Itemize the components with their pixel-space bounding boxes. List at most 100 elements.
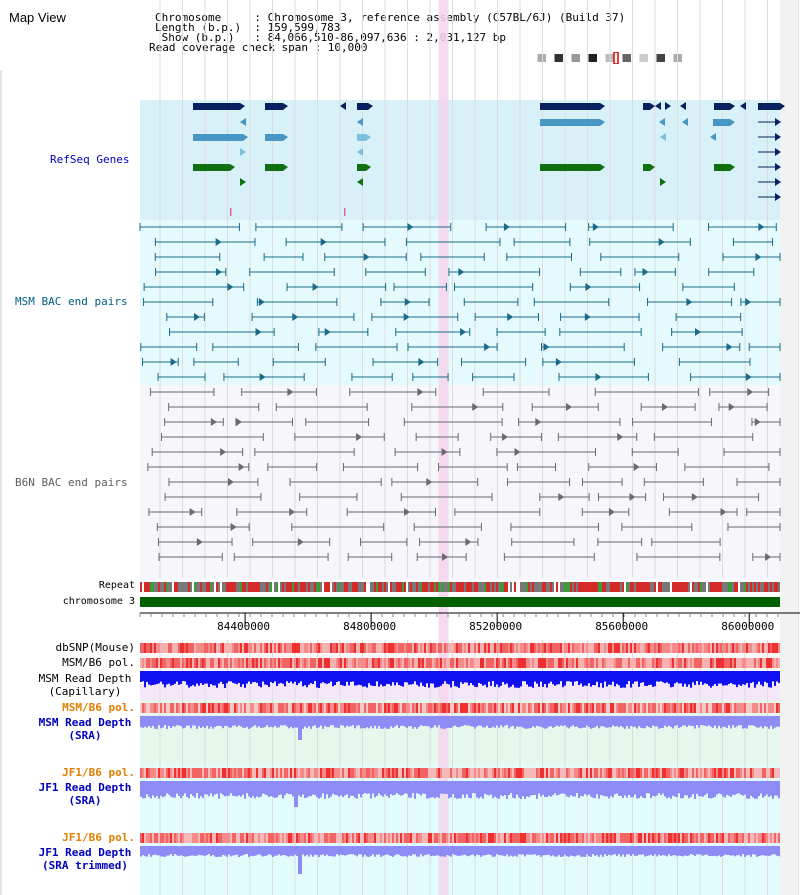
heat-cell <box>736 658 738 668</box>
heat-cell <box>508 658 510 668</box>
heat-cell <box>158 703 160 713</box>
heat-cell <box>232 768 234 778</box>
depth-bar <box>394 716 396 727</box>
depth-bar <box>350 671 352 682</box>
repeat-mark <box>624 582 626 592</box>
heat-cell <box>182 768 184 778</box>
gene-feature <box>680 102 686 110</box>
heat-cell <box>650 658 652 668</box>
depth-bar <box>528 716 530 729</box>
depth-bar <box>218 781 220 799</box>
heat-cell <box>726 768 728 778</box>
depth-bar <box>166 846 168 856</box>
heat-cell <box>624 643 626 653</box>
gene-feature <box>236 418 243 426</box>
depth-bar <box>520 781 522 799</box>
repeat-mark <box>292 582 294 592</box>
depth-bar <box>234 846 236 856</box>
heat-cell <box>460 768 462 778</box>
ideogram-selection-marker[interactable] <box>613 52 619 64</box>
heat-cell <box>174 658 176 668</box>
depth-bar <box>324 781 326 799</box>
heat-cell <box>468 833 470 843</box>
heat-cell <box>190 768 192 778</box>
depth-bar <box>436 671 438 688</box>
heat-cell <box>248 643 250 653</box>
heat-cell <box>226 703 228 713</box>
depth-bar <box>256 671 258 683</box>
heat-cell <box>730 703 732 713</box>
heat-cell <box>186 703 188 713</box>
depth-bar <box>438 846 440 856</box>
depth-bar <box>344 781 346 796</box>
heat-cell <box>490 643 492 653</box>
depth-bar <box>650 716 652 729</box>
heat-cell <box>428 703 430 713</box>
depth-bar <box>676 781 678 798</box>
depth-bar <box>710 781 712 799</box>
heat-cell <box>276 703 278 713</box>
depth-bar <box>658 781 660 794</box>
depth-bar <box>162 846 164 857</box>
heat-cell <box>754 643 756 653</box>
depth-bar <box>148 716 150 726</box>
repeat-mark <box>540 582 542 592</box>
heat-cell <box>182 833 184 843</box>
depth-bar <box>510 781 512 794</box>
depth-bar <box>200 846 202 856</box>
heat-cell <box>470 658 472 668</box>
repeat-mark <box>512 582 514 592</box>
depth-bar <box>390 716 392 727</box>
heat-cell <box>140 703 142 713</box>
heat-cell <box>566 658 568 668</box>
heat-cell <box>486 658 488 668</box>
heat-cell <box>732 643 734 653</box>
gene-feature <box>710 133 716 141</box>
heat-cell <box>310 768 312 778</box>
depth-bar <box>418 846 420 857</box>
repeat-mark <box>734 582 736 592</box>
gene-feature <box>283 134 288 141</box>
heat-cell <box>586 703 588 713</box>
depth-bar <box>630 846 632 857</box>
depth-bar <box>142 781 144 799</box>
heat-cell <box>154 703 156 713</box>
heat-cell <box>218 703 220 713</box>
depth-bar <box>694 716 696 729</box>
repeat-mark <box>664 582 666 592</box>
heat-cell <box>242 643 244 653</box>
repeat-mark <box>322 582 324 592</box>
heat-cell <box>318 703 320 713</box>
heat-cell <box>472 643 474 653</box>
depth-bar <box>144 716 146 727</box>
heat-cell <box>756 658 758 668</box>
heat-cell <box>648 768 650 778</box>
heat-cell <box>438 658 440 668</box>
depth-bar <box>582 846 584 857</box>
repeat-mark <box>396 582 398 592</box>
track-label-b6n-bac: B6N BAC end pairs <box>15 476 128 489</box>
depth-bar <box>252 716 254 727</box>
heat-cell <box>182 658 184 668</box>
heat-cell <box>296 643 298 653</box>
depth-bar <box>308 716 310 727</box>
heat-cell <box>740 768 742 778</box>
repeat-mark <box>492 582 494 592</box>
depth-bar <box>378 671 380 687</box>
depth-bar <box>714 716 716 726</box>
heat-cell <box>754 833 756 843</box>
heat-cell <box>754 658 756 668</box>
heat-cell <box>274 768 276 778</box>
repeat-mark <box>538 582 540 592</box>
heat-cell <box>722 768 724 778</box>
depth-bar <box>342 716 344 726</box>
heat-cell <box>732 833 734 843</box>
heat-cell <box>648 643 650 653</box>
gene-feature <box>289 508 296 516</box>
heat-cell <box>382 658 384 668</box>
depth-bar <box>740 716 742 726</box>
depth-bar <box>650 846 652 855</box>
depth-bar <box>564 671 566 686</box>
depth-bar <box>234 716 236 726</box>
